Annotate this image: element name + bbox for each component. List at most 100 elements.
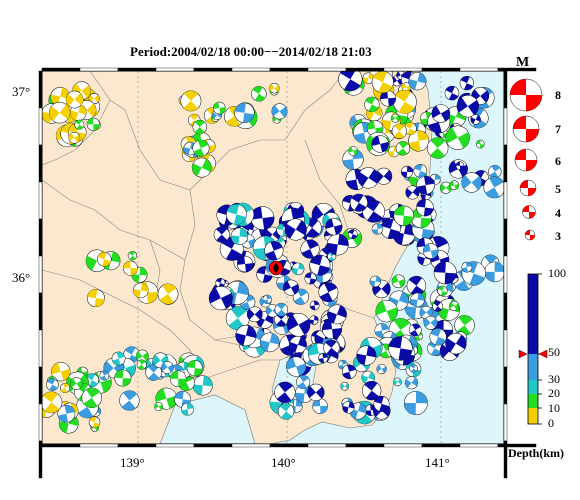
focal-mechanism-beachball [246, 306, 263, 323]
focal-mechanism-beachball [181, 402, 194, 416]
focal-mechanism-beachball [475, 139, 485, 149]
lat-label-37: 37° [12, 84, 31, 99]
focal-mechanism-beachball [433, 261, 457, 285]
focal-mechanism-beachball [409, 364, 418, 373]
depth-tick-100: 100 [548, 266, 566, 280]
focal-mechanism-beachball [395, 141, 411, 156]
focal-mechanism-beachball [136, 359, 147, 370]
focal-mechanism-beachball [327, 304, 347, 325]
focal-mechanism-beachball [251, 86, 267, 102]
focal-mechanism-beachball [401, 82, 412, 92]
focal-mechanism-beachball [286, 356, 307, 377]
depth-tick-50: 50 [548, 345, 560, 359]
focal-mechanism-beachball [391, 123, 407, 139]
focal-mechanism-beachball [445, 125, 470, 150]
focal-mechanism-beachball [422, 243, 439, 259]
focal-mechanism-beachball [349, 193, 368, 212]
focal-mechanism-beachball [277, 403, 295, 420]
focal-mechanism-beachball [309, 254, 331, 276]
focal-mechanism-beachball [400, 165, 414, 178]
focal-mechanism-beachball [342, 148, 364, 170]
focal-mechanism-beachball [371, 135, 389, 153]
focal-mechanism-beachball [455, 161, 465, 171]
focal-mechanism-beachball [374, 323, 390, 338]
focal-mechanism-beachball [99, 370, 110, 381]
depth-tick-20: 20 [548, 386, 560, 400]
focal-mechanism-beachball [318, 282, 339, 303]
focal-mechanism-beachball [271, 103, 288, 120]
focal-mechanism-beachball [81, 387, 102, 409]
focal-mechanism-beachball [57, 404, 76, 423]
focal-mechanism-beachball [133, 282, 149, 299]
focal-mechanism-beachball [416, 198, 434, 217]
focal-mechanism-beachball [86, 117, 100, 131]
focal-mechanism-beachball [512, 115, 540, 143]
focal-mechanism-beachball [488, 165, 502, 179]
focal-mechanism-beachball [340, 381, 349, 391]
focal-mechanism-beachball [169, 370, 187, 388]
focal-mechanism-beachball [373, 395, 390, 412]
focal-mechanism-beachball [369, 275, 382, 288]
focal-mechanism-beachball [404, 376, 418, 390]
focal-mechanism-beachball [97, 252, 112, 267]
focal-mechanism-beachball [127, 251, 138, 261]
focal-mechanism-beachball [309, 300, 320, 311]
focal-mechanism-beachball [408, 323, 422, 337]
focal-mechanism-beachball [522, 205, 536, 219]
map-title: Period:2004/02/18 00:00−−2014/02/18 21:0… [130, 44, 372, 59]
focal-mechanism-beachball [416, 175, 435, 195]
focal-mechanism-beachball [191, 157, 212, 178]
focal-mechanism-beachball [88, 93, 100, 105]
focal-mechanism-beachball [408, 72, 427, 91]
focal-mechanism-beachball [48, 101, 71, 124]
focal-mechanism-beachball [154, 402, 164, 412]
focal-mechanism-beachball [461, 261, 473, 273]
focal-mechanism-beachball [449, 180, 460, 191]
magnitude-legend-title: M [516, 55, 530, 70]
focal-mechanism-beachball [264, 241, 284, 261]
focal-mechanism-beachball [192, 119, 207, 135]
focal-mechanism-beachball [186, 360, 203, 377]
focal-mechanism-beachball [111, 351, 126, 366]
focal-mechanism-beachball [338, 71, 363, 92]
focal-mechanism-beachball [284, 218, 307, 241]
focal-mechanism-beachball [445, 332, 467, 355]
focal-mechanism-beachball [429, 328, 447, 346]
focal-mechanism-beachball [403, 122, 417, 136]
focal-mechanism-beachball [483, 176, 504, 199]
focal-mechanism-beachball [390, 113, 400, 123]
mag-label-3: 3 [555, 229, 561, 243]
depth-tick-30: 30 [548, 372, 560, 386]
focal-mechanism-beachball [456, 95, 479, 118]
focal-mechanism-beachball [362, 200, 385, 223]
map-frame-ticks [38, 67, 537, 479]
focal-mechanism-beachball [431, 104, 451, 123]
focal-mechanism-beachball [388, 336, 413, 361]
focal-mechanism-beachball [392, 89, 417, 114]
focal-mechanism-beachball [342, 401, 355, 414]
focal-mechanism-beachball [318, 353, 329, 364]
mag-label-8: 8 [555, 88, 561, 102]
lon-label-141: 141° [425, 455, 450, 470]
main-event-marker [268, 260, 284, 276]
focal-mechanism-beachball [410, 292, 425, 308]
focal-mechanism-beachball [423, 315, 438, 330]
focal-mechanism-beachball [406, 275, 427, 296]
mag-label-4: 4 [555, 206, 561, 220]
focal-mechanism-beachball [60, 382, 70, 393]
focal-mechanism-beachball [524, 229, 536, 241]
focal-mechanism-beachball [448, 300, 460, 311]
focal-mechanism-beachball [296, 375, 311, 390]
focal-mechanism-beachball [74, 119, 85, 130]
focal-mechanism-beachball [68, 131, 81, 144]
focal-mechanism-beachball [208, 286, 233, 311]
focal-mechanism-beachball [519, 179, 537, 197]
focal-mechanism-beachball [283, 279, 299, 296]
focal-mechanism-beachball [42, 391, 63, 414]
focal-mechanism-beachball [69, 104, 87, 121]
focal-mechanism-beachball [192, 139, 210, 157]
focal-mechanism-beachball [376, 363, 387, 375]
